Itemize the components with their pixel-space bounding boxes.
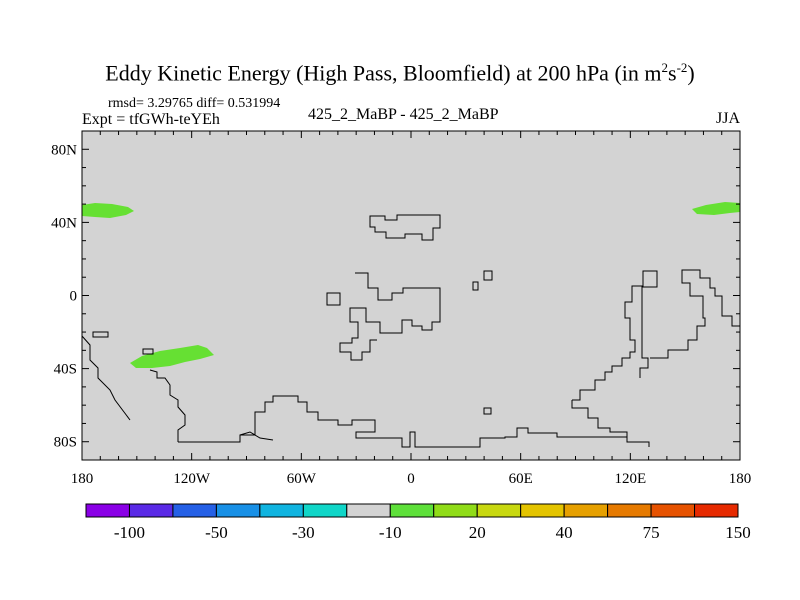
colorbar-swatch	[433, 503, 478, 518]
colorbar-label: 150	[725, 523, 751, 542]
colorbar-label: 75	[643, 523, 660, 542]
lon-tick-label: 60W	[287, 471, 317, 487]
colorbar-swatch	[607, 503, 652, 518]
coastline-south-america-west	[81, 335, 131, 421]
map-ticks	[81, 130, 741, 461]
lat-tick-label: 40N	[51, 215, 77, 231]
coastline-island-indian-ocean	[483, 407, 492, 415]
colorbar-swatch	[389, 503, 435, 518]
colorbar-swatch	[85, 503, 130, 518]
colorbar-label: -50	[205, 523, 228, 542]
colorbar-swatch	[128, 503, 174, 518]
map-background	[82, 131, 740, 460]
colorbar-swatch	[259, 503, 304, 518]
colorbar-label: 20	[469, 523, 486, 542]
lat-tick-label: 80S	[54, 435, 77, 451]
coastline-antarctica-inner	[239, 431, 274, 441]
rmsd-diff-stats: rmsd= 3.29765 diff= 0.531994	[108, 96, 281, 111]
coastline-antarctica	[178, 395, 650, 448]
anomaly-regions	[82, 202, 740, 368]
coastlines	[81, 214, 740, 448]
season-label: JJA	[716, 110, 741, 127]
colorbar-swatch	[520, 503, 565, 518]
colorbar-label: -100	[114, 523, 145, 542]
colorbar-swatch	[650, 503, 696, 518]
plot-title: Eddy Kinetic Energy (High Pass, Bloomfie…	[105, 60, 695, 86]
lon-tick-label: 120W	[173, 471, 211, 487]
colorbar-swatch	[563, 503, 609, 518]
coastline-asia-southeast	[572, 285, 649, 401]
lat-tick-label: 80N	[51, 142, 77, 158]
lon-tick-label: 60E	[509, 471, 533, 487]
colorbar-swatch	[302, 503, 348, 518]
coastline-island-asia	[642, 270, 658, 288]
lon-tick-label: 120E	[614, 471, 646, 487]
anomaly-region-south-pacific	[130, 345, 214, 368]
coastline-africa-north	[369, 214, 441, 241]
anomaly-region-north-pacific-west	[82, 203, 134, 218]
colorbar-swatch	[694, 503, 739, 518]
lat-tick-label: 40S	[54, 362, 77, 378]
experiment-label: Expt = tfGWh-teYEh	[82, 111, 220, 128]
colorbar-label: -30	[292, 523, 315, 542]
map-tick-labels: 80N 40N 0 40S 80S 180 120W 60W 0 60E 120E 180	[51, 142, 751, 487]
colorbar-swatch	[215, 503, 261, 518]
colorbar-swatch	[172, 503, 217, 518]
coastline-island-east-africa	[326, 292, 341, 306]
colorbar-labels: -100 -50 -30 -10 20 40 75 150	[114, 523, 751, 542]
lon-tick-label: 180	[71, 471, 94, 487]
coastline-middle-east	[483, 270, 493, 281]
lon-tick-label: 180	[729, 471, 752, 487]
coastline-east-asia	[650, 269, 740, 359]
coastline-island-small-west	[92, 331, 109, 338]
colorbar-swatch	[476, 503, 522, 518]
colorbar-swatch	[346, 503, 391, 518]
anomaly-region-north-pacific-east	[692, 202, 740, 215]
coastline-australia	[571, 400, 628, 437]
coastline-middle-east-2	[472, 281, 479, 291]
colorbar-label: 40	[556, 523, 573, 542]
comparison-label: 425_2_MaBP - 425_2_MaBP	[308, 106, 499, 123]
colorbar-label: -10	[379, 523, 402, 542]
coastline-island-small-mid	[142, 348, 154, 355]
lon-tick-label: 0	[407, 471, 415, 487]
coastline-antarctic-peninsula	[149, 369, 186, 442]
coastline-africa-equatorial	[339, 272, 441, 361]
colorbar	[85, 503, 739, 518]
lat-tick-label: 0	[70, 289, 78, 305]
